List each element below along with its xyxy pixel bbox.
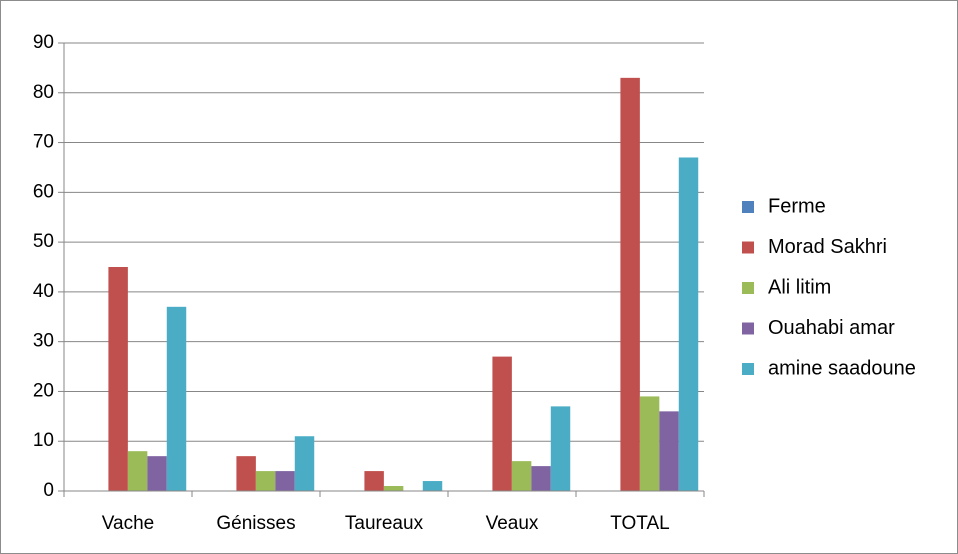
legend-swatch (742, 282, 754, 294)
bar (678, 157, 699, 491)
legend-label: amine saadoune (768, 357, 916, 379)
y-tick-label: 10 (33, 430, 54, 451)
bar (364, 471, 384, 491)
bar (255, 471, 276, 491)
bar (659, 411, 679, 491)
legend-swatch (742, 241, 754, 254)
y-tick-label: 20 (33, 380, 54, 401)
bar (620, 77, 640, 491)
bar (275, 471, 295, 491)
legend-label: Ali litim (768, 276, 831, 298)
legend-swatch (742, 201, 754, 213)
y-tick-label: 30 (33, 331, 54, 352)
x-tick-label: Vache (102, 513, 154, 534)
bar (294, 436, 315, 491)
bar (108, 267, 128, 491)
bar (550, 406, 571, 491)
legend-swatch (742, 363, 754, 375)
bar (492, 356, 512, 491)
bar (147, 456, 167, 491)
y-tick-label: 70 (33, 132, 54, 153)
legend-label: Ferme (768, 195, 826, 217)
y-tick-label: 0 (43, 480, 54, 501)
bar (383, 486, 404, 491)
bar (166, 306, 187, 491)
y-tick-label: 80 (33, 82, 54, 103)
bar (236, 456, 256, 491)
legend-label: Ouahabi amar (768, 317, 895, 339)
bar (639, 396, 660, 491)
x-tick-label: Génisses (216, 513, 295, 534)
x-tick-label: Taureaux (345, 513, 424, 534)
y-tick-label: 40 (33, 281, 54, 302)
bar (127, 451, 148, 491)
bar (511, 461, 532, 491)
legend-label: Morad Sakhri (768, 236, 887, 258)
legend-swatch (742, 322, 754, 335)
y-tick-label: 60 (33, 181, 54, 202)
x-tick-label: Veaux (486, 513, 539, 534)
y-tick-label: 50 (33, 231, 54, 252)
bar (531, 466, 551, 491)
bar (422, 481, 443, 491)
y-tick-label: 90 (33, 32, 54, 53)
x-tick-label: TOTAL (610, 513, 669, 534)
